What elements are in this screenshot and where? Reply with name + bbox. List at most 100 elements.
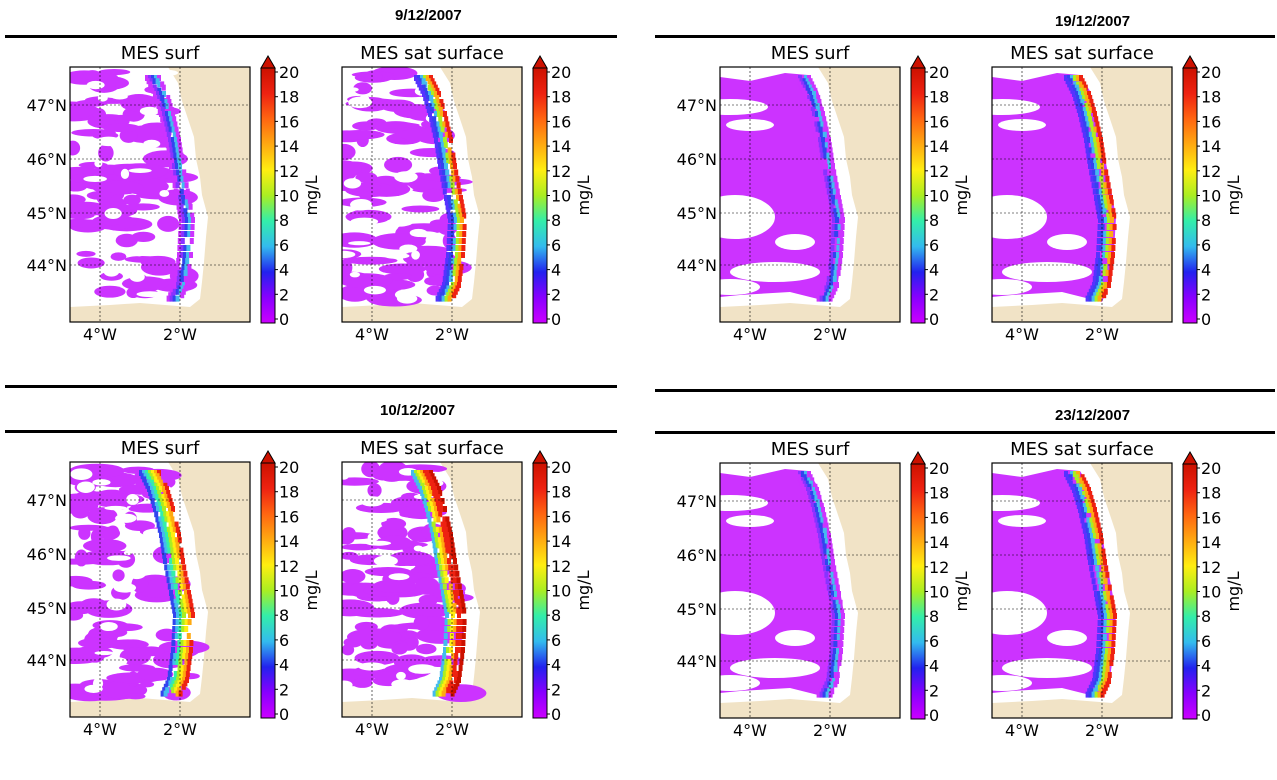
- coastal-band: [152, 473, 157, 480]
- coastal-band: [795, 75, 799, 81]
- coastal-band: [815, 137, 819, 143]
- coastal-band: [172, 116, 177, 123]
- coastal-band: [456, 195, 460, 201]
- coastal-band: [1085, 131, 1090, 138]
- coastal-band: [177, 270, 182, 276]
- coastal-band: [435, 295, 440, 302]
- coastal-band: [178, 147, 183, 154]
- coastal-band: [1076, 477, 1081, 484]
- coastal-band: [431, 532, 435, 538]
- coastal-band: [451, 152, 456, 159]
- coastal-band: [437, 91, 441, 97]
- coastal-band: [813, 87, 818, 94]
- cloud-gap: [94, 651, 114, 656]
- coastal-band: [817, 517, 822, 524]
- coastal-band: [837, 224, 842, 230]
- coastal-band: [1100, 691, 1105, 698]
- coastal-band: [1090, 533, 1094, 539]
- coastal-band: [442, 276, 447, 282]
- coastal-band: [428, 486, 432, 492]
- coastal-band: [1087, 507, 1091, 513]
- colorbar-tick-label: 12: [1201, 162, 1221, 181]
- lon-tick-label: 4°W: [1005, 721, 1039, 740]
- coastal-band: [435, 511, 440, 518]
- coastal-band: [447, 195, 451, 201]
- coastal-band: [176, 203, 181, 210]
- coastal-band: [145, 470, 149, 476]
- coastal-band: [162, 532, 166, 538]
- coastal-band: [821, 142, 826, 149]
- coastal-band: [1102, 270, 1107, 276]
- coastal-band: [432, 542, 437, 549]
- coastal-band: [435, 131, 440, 138]
- coastal-band: [455, 285, 460, 292]
- coastal-band: [1097, 264, 1102, 270]
- lat-tick-label: 46°N: [27, 150, 67, 169]
- coastal-band: [1106, 195, 1110, 201]
- coastal-band: [454, 217, 458, 223]
- coastal-band: [1086, 121, 1091, 128]
- coastal-band: [1097, 195, 1101, 201]
- coastal-band: [181, 626, 186, 632]
- coastal-band: [1090, 142, 1095, 149]
- cloud-gap: [107, 657, 128, 666]
- concentration-patch: [353, 82, 373, 95]
- coastal-band: [184, 659, 189, 665]
- coastal-band: [157, 526, 162, 533]
- coastal-band: [182, 217, 186, 223]
- coastal-band: [171, 175, 176, 182]
- coastal-band: [824, 285, 829, 292]
- concentration-patch: [377, 535, 412, 551]
- coastal-band: [839, 245, 844, 251]
- coastal-band: [173, 671, 178, 677]
- coastal-band: [1076, 471, 1080, 477]
- coastal-band: [826, 672, 831, 678]
- coastal-band: [447, 131, 452, 138]
- coastal-band: [807, 471, 811, 477]
- coastal-band: [833, 285, 838, 292]
- coastal-band: [1102, 666, 1107, 672]
- coastal-band: [1097, 591, 1101, 597]
- coastal-band: [1084, 111, 1088, 117]
- coastal-band: [160, 95, 165, 101]
- coastal-band: [1082, 477, 1087, 484]
- coastal-band: [445, 612, 449, 618]
- coastal-band: [428, 103, 433, 109]
- coastal-band: [835, 672, 840, 678]
- coastal-band: [1084, 533, 1088, 539]
- coastal-band: [171, 506, 175, 512]
- concentration-patch: [354, 650, 400, 666]
- coastal-band: [1096, 604, 1101, 611]
- coastal-band: [177, 252, 181, 258]
- coastal-band: [839, 238, 844, 244]
- coastal-band: [429, 470, 433, 476]
- coastal-band: [1098, 203, 1103, 210]
- coastal-band: [819, 559, 823, 565]
- coastal-band: [815, 487, 819, 493]
- coastal-band: [1095, 188, 1100, 195]
- coastal-band: [827, 681, 832, 688]
- coastal-band: [167, 121, 172, 128]
- coastal-band: [430, 78, 435, 85]
- coastal-band: [443, 175, 448, 182]
- coastal-band: [187, 231, 192, 237]
- coastal-band: [816, 491, 821, 497]
- coastal-band: [450, 683, 455, 690]
- coastal-band: [172, 683, 177, 690]
- concentration-patch: [424, 276, 443, 286]
- coastal-band: [438, 511, 443, 518]
- coastal-band: [435, 683, 440, 690]
- cloud-gap: [399, 244, 418, 253]
- coastal-band: [167, 99, 172, 105]
- coastal-band: [181, 212, 186, 219]
- coastal-band: [415, 473, 420, 480]
- cloud-gap: [139, 106, 160, 116]
- coastal-band: [163, 690, 168, 697]
- coastal-band: [1093, 142, 1098, 149]
- coastal-band: [1094, 182, 1099, 189]
- concentration-patch: [351, 678, 373, 688]
- coastal-band: [439, 121, 444, 128]
- coastal-band: [182, 169, 187, 176]
- coastal-band: [1081, 91, 1085, 97]
- coastal-band: [444, 590, 448, 596]
